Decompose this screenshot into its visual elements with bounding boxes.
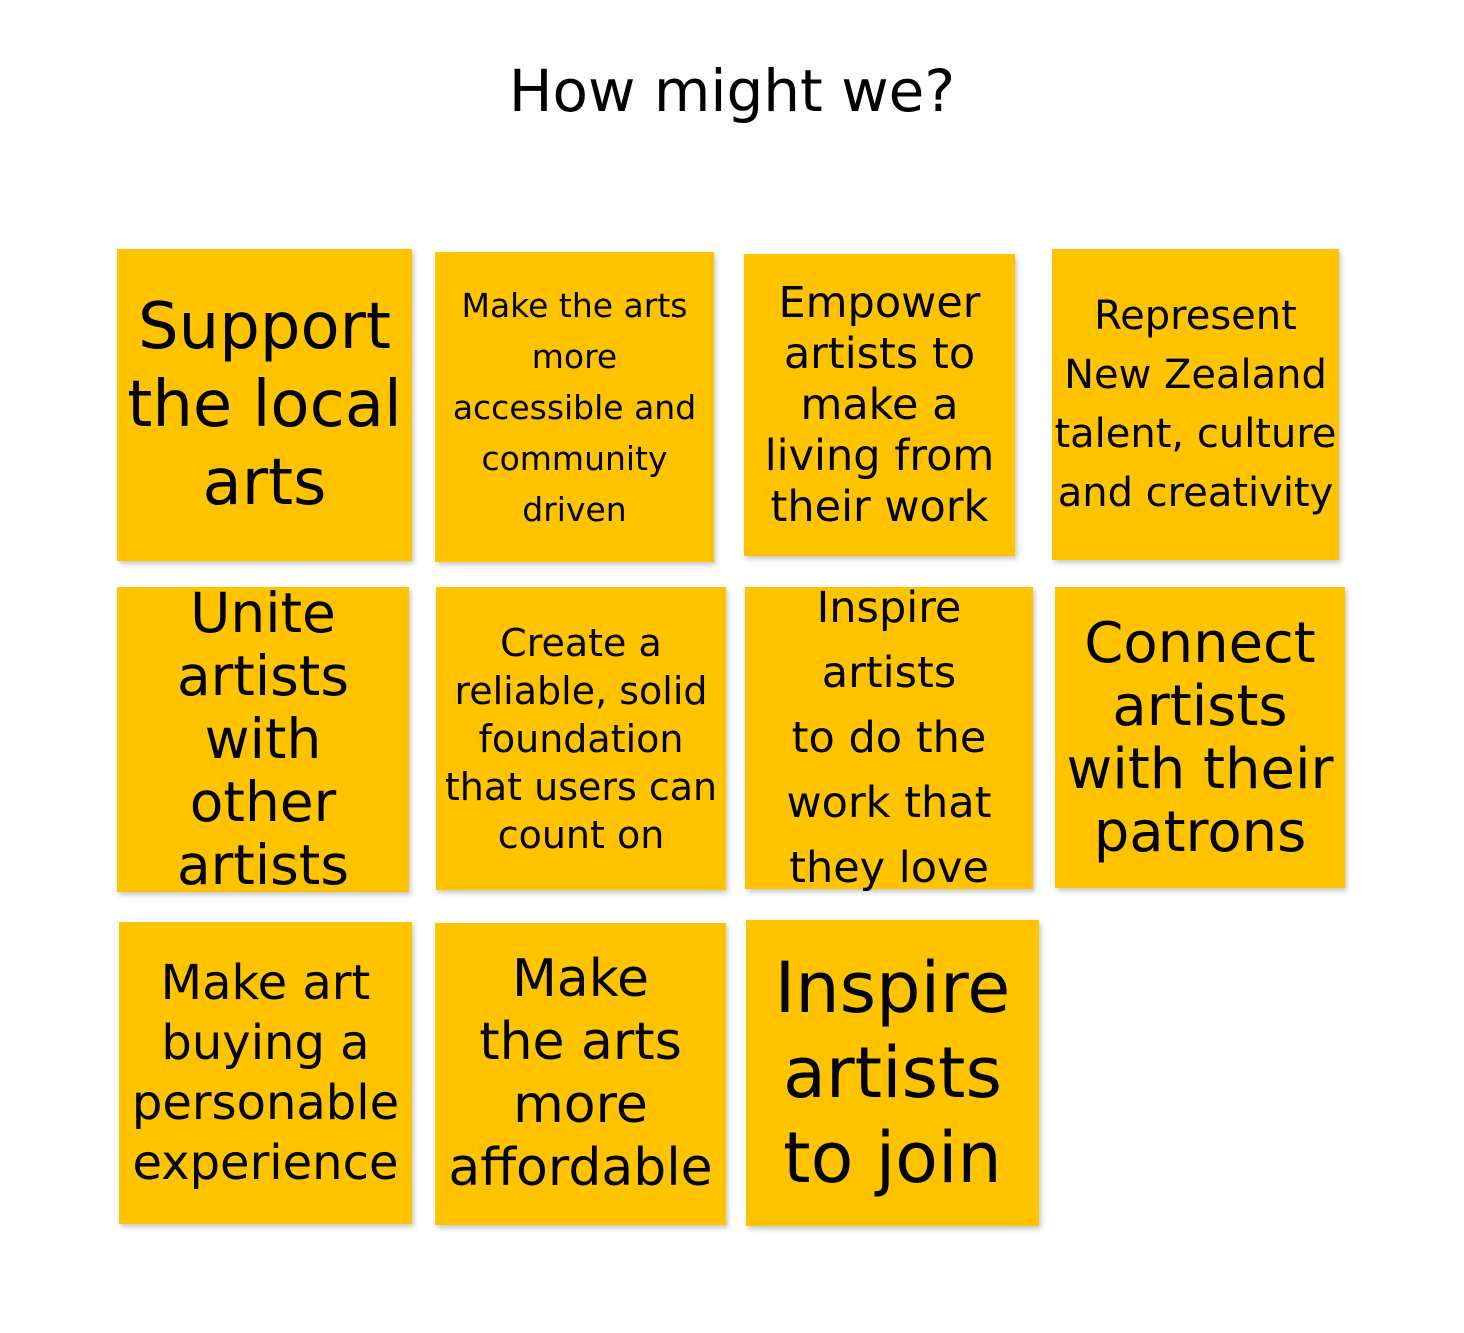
sticky-note-text: Empower artists to make a living from th… [764, 277, 995, 532]
sticky-note-text: Make the arts more affordable [448, 949, 713, 1198]
sticky-note-unite-artists[interactable]: Unite artists with other artists [117, 582, 409, 897]
sticky-note-connect-patrons[interactable]: Connect artists with their patrons [1055, 587, 1345, 888]
sticky-note-accessible-arts[interactable]: Make the arts more accessible and commun… [435, 252, 714, 562]
sticky-note-inspire-work-they-love[interactable]: Inspire artists to do the work that they… [745, 583, 1033, 893]
sticky-note-text: Make art buying a personable experience [131, 955, 400, 1191]
sticky-note-text: Inspire artists to do the work that they… [786, 582, 992, 893]
sticky-note-text: Unite artists with other artists [176, 581, 350, 897]
sticky-note-empower-artists[interactable]: Empower artists to make a living from th… [744, 254, 1015, 556]
sticky-note-text: Make the arts more accessible and commun… [452, 285, 697, 529]
sticky-note-text: Create a reliable, solid foundation that… [444, 620, 718, 857]
sticky-note-personable-buying[interactable]: Make art buying a personable experience [119, 922, 412, 1224]
sticky-note-affordable-arts[interactable]: Make the arts more affordable [435, 923, 726, 1225]
sticky-note-support-local-arts[interactable]: Support the local arts [117, 249, 412, 561]
sticky-note-reliable-foundation[interactable]: Create a reliable, solid foundation that… [436, 587, 726, 890]
sticky-note-represent-new-zealand[interactable]: Represent New Zealand talent, culture an… [1052, 249, 1339, 560]
sticky-note-text: Inspire artists to join [774, 946, 1011, 1199]
sticky-note-inspire-join[interactable]: Inspire artists to join [746, 920, 1039, 1226]
board-title: How might we? [508, 57, 956, 125]
sticky-note-text: Support the local arts [127, 290, 402, 520]
sticky-note-text: Connect artists with their patrons [1066, 610, 1334, 865]
sticky-note-text: Represent New Zealand talent, culture an… [1054, 292, 1337, 516]
